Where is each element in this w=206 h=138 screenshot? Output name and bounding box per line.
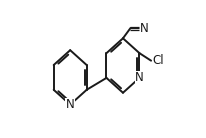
Text: N: N <box>135 71 143 84</box>
Text: Cl: Cl <box>152 54 163 67</box>
Text: N: N <box>66 98 74 111</box>
Text: N: N <box>139 22 148 34</box>
